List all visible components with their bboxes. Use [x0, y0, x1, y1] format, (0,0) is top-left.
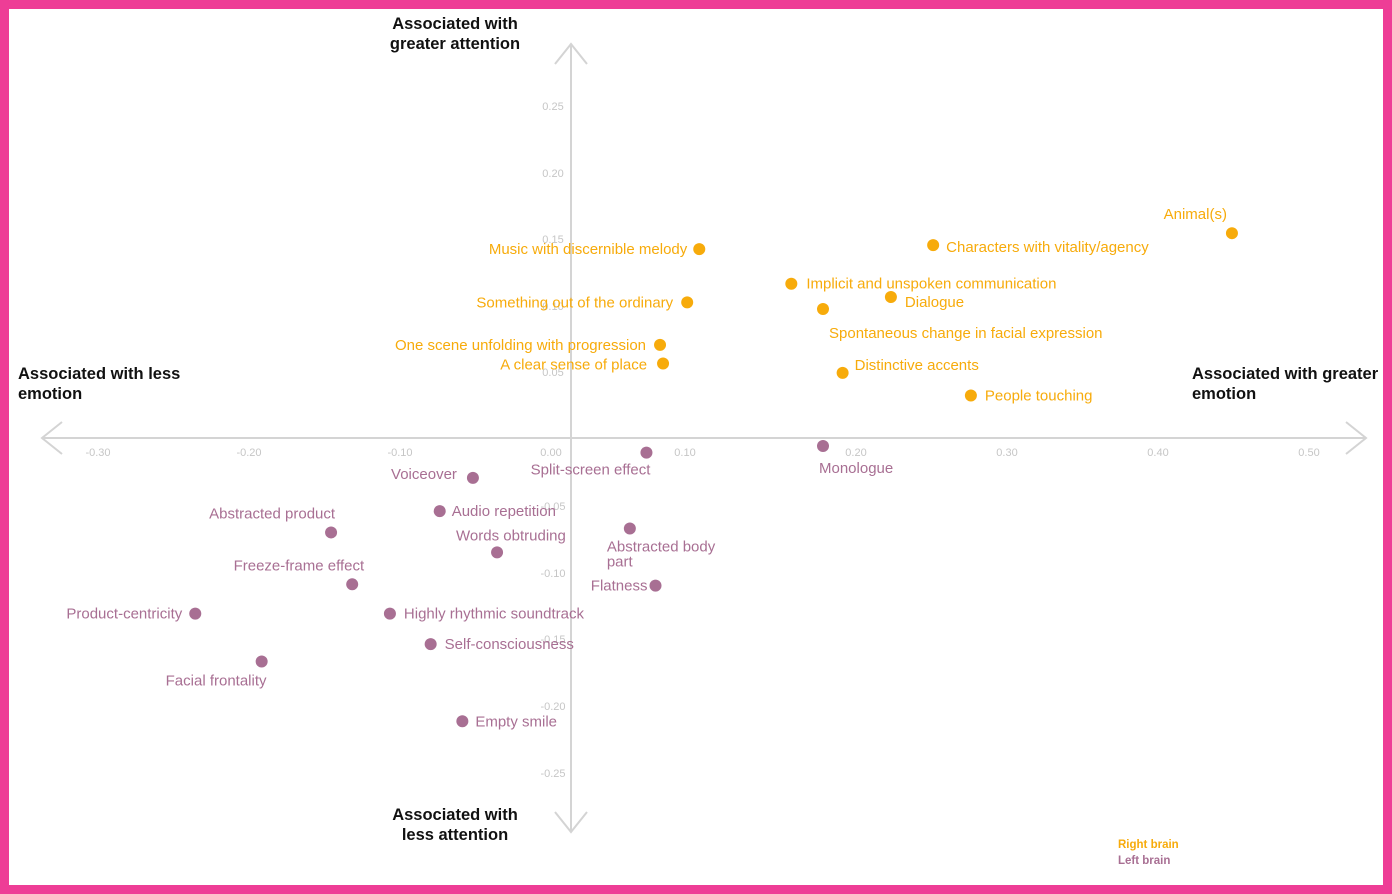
data-point	[681, 296, 694, 309]
point-label: Audio repetition	[452, 503, 556, 520]
data-point	[693, 243, 706, 256]
point-label: Words obtruding	[456, 527, 566, 544]
data-point	[424, 638, 437, 651]
x-tick-label: 0.10	[674, 447, 695, 459]
axes	[40, 42, 1368, 834]
point-label: Product-centricity	[66, 606, 182, 623]
x-tick-label: 0.40	[1147, 447, 1168, 459]
data-point	[623, 522, 636, 535]
legend-item-right-brain: Right brain	[1118, 839, 1179, 851]
point-label: Music with discernible melody	[489, 241, 688, 258]
y-tick-label: -0.05	[540, 501, 565, 513]
point-labels: Music with discernible melody Something o…	[66, 206, 1227, 730]
x-tick-label: 0.30	[996, 447, 1017, 459]
data-point	[649, 579, 662, 592]
data-point	[1225, 227, 1238, 240]
x-tick-label: -0.20	[236, 447, 261, 459]
point-label: Split-screen effect	[531, 462, 652, 479]
point-label: Characters with vitality/agency	[946, 239, 1149, 256]
point-label: Facial frontality	[166, 672, 267, 689]
y-tick-label: -0.25	[540, 768, 565, 780]
x-tick-label: 0.50	[1298, 447, 1319, 459]
point-label: Highly rhythmic soundtrack	[404, 606, 585, 623]
data-point	[456, 715, 469, 728]
x-tick-label: 0.20	[845, 447, 866, 459]
point-label: Abstracted body part	[607, 538, 716, 570]
point-label: One scene unfolding with progression	[395, 337, 646, 354]
data-point	[927, 239, 940, 252]
y-axis-top-arrow	[554, 42, 588, 65]
point-label: Distinctive accents	[855, 357, 979, 374]
data-point	[657, 357, 670, 370]
point-label: Something out of the ordinary	[476, 294, 673, 311]
x-tick-labels: -0.30 -0.20 -0.10 0.00 0.10 0.20 0.30 0.…	[85, 447, 1319, 459]
x-tick-label: -0.30	[85, 447, 110, 459]
data-point	[325, 526, 338, 539]
y-tick-label: -0.20	[540, 701, 565, 713]
data-point	[640, 446, 653, 459]
point-label: Implicit and unspoken communication	[806, 276, 1056, 293]
point-label: Empty smile	[475, 713, 557, 730]
x-tick-label: 0.00	[540, 447, 561, 459]
y-tick-label: 0.20	[542, 168, 563, 180]
data-point	[836, 366, 849, 379]
data-point	[383, 607, 396, 620]
point-label: A clear sense of place	[500, 357, 647, 374]
point-label: Dialogue	[905, 294, 964, 311]
x-tick-label: -0.10	[387, 447, 412, 459]
y-tick-label: 0.15	[542, 234, 563, 246]
point-label: Freeze-frame effect	[234, 557, 365, 574]
y-tick-label: 0.05	[542, 367, 563, 379]
point-label: People touching	[985, 387, 1093, 404]
data-point	[255, 655, 268, 668]
data-point	[654, 338, 667, 351]
left-axis-title: Associated with less emotion	[18, 365, 181, 403]
data-point	[964, 389, 977, 402]
data-point	[491, 546, 504, 559]
data-point	[884, 291, 897, 304]
top-axis-title: Associated with greater attention	[389, 15, 521, 53]
point-label: Monologue	[819, 460, 893, 477]
right-axis-title: Associated with greater emotion	[1192, 365, 1379, 403]
data-point	[817, 303, 830, 315]
point-label: Self-consciousness	[445, 636, 574, 653]
y-tick-labels: 0.25 0.20 0.15 0.10 0.05 -0.05 -0.10 -0.…	[540, 101, 565, 780]
y-tick-label: 0.10	[542, 301, 563, 313]
y-tick-label: -0.10	[540, 568, 565, 580]
data-point	[346, 578, 359, 591]
y-axis-bottom-arrow	[554, 811, 588, 834]
data-point	[785, 277, 798, 290]
point-label: Abstracted product	[209, 505, 336, 522]
data-point	[466, 471, 479, 484]
point-label: Flatness	[591, 578, 648, 595]
data-points	[189, 227, 1238, 728]
y-tick-label: -0.15	[540, 634, 565, 646]
x-axis-right-arrow	[1345, 421, 1368, 455]
y-tick-label: 0.25	[542, 101, 563, 113]
point-label: Spontaneous change in facial expression	[829, 325, 1103, 342]
data-point	[189, 607, 202, 620]
point-label: Voiceover	[391, 466, 457, 483]
data-point	[433, 505, 446, 518]
data-point	[817, 439, 830, 452]
legend-item-left-brain: Left brain	[1118, 855, 1171, 867]
bottom-axis-title: Associated with less attention	[392, 806, 518, 844]
point-label: Animal(s)	[1164, 206, 1227, 223]
x-axis-left-arrow	[40, 421, 63, 455]
